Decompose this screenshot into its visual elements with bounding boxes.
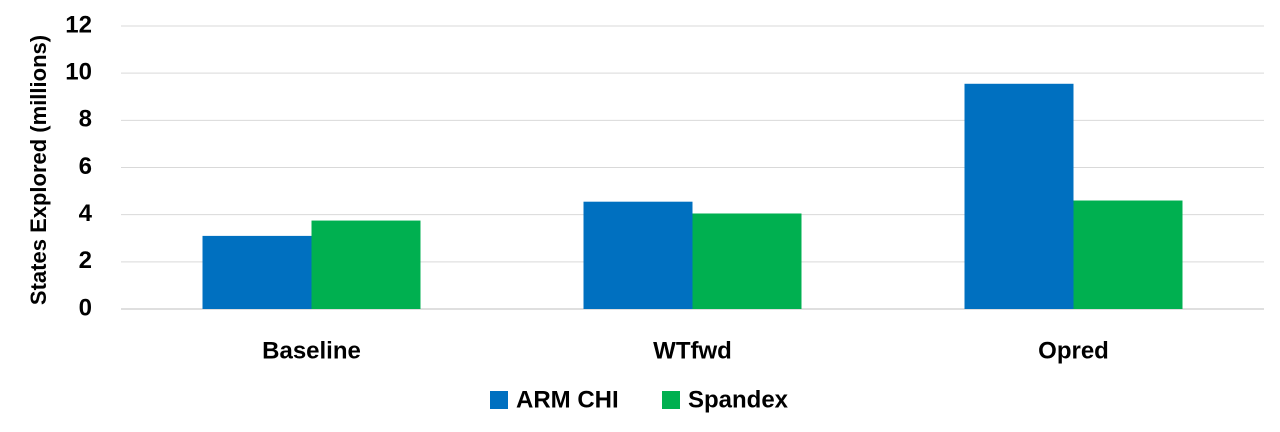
bar: [583, 201, 693, 309]
y-tick-label: 2: [79, 247, 92, 274]
legend-label: Spandex: [688, 386, 789, 413]
legend-swatch: [662, 391, 680, 409]
y-tick-label: 4: [79, 200, 93, 227]
y-tick-label: 10: [65, 59, 92, 86]
y-tick-label: 6: [79, 153, 92, 180]
x-tick-label: Opred: [1038, 337, 1109, 364]
legend-swatch: [490, 391, 508, 409]
x-tick-label: Baseline: [262, 337, 361, 364]
y-tick-label: 0: [79, 294, 92, 321]
x-tick-label: WTfwd: [653, 337, 732, 364]
bar: [311, 220, 421, 309]
bar: [964, 83, 1074, 309]
bar: [1073, 200, 1183, 309]
bar: [692, 213, 802, 309]
y-axis-label: States Explored (millions): [26, 35, 51, 305]
bar: [202, 235, 312, 309]
legend-label: ARM CHI: [516, 386, 619, 413]
y-tick-label: 12: [65, 11, 92, 38]
y-tick-label: 8: [79, 106, 92, 133]
